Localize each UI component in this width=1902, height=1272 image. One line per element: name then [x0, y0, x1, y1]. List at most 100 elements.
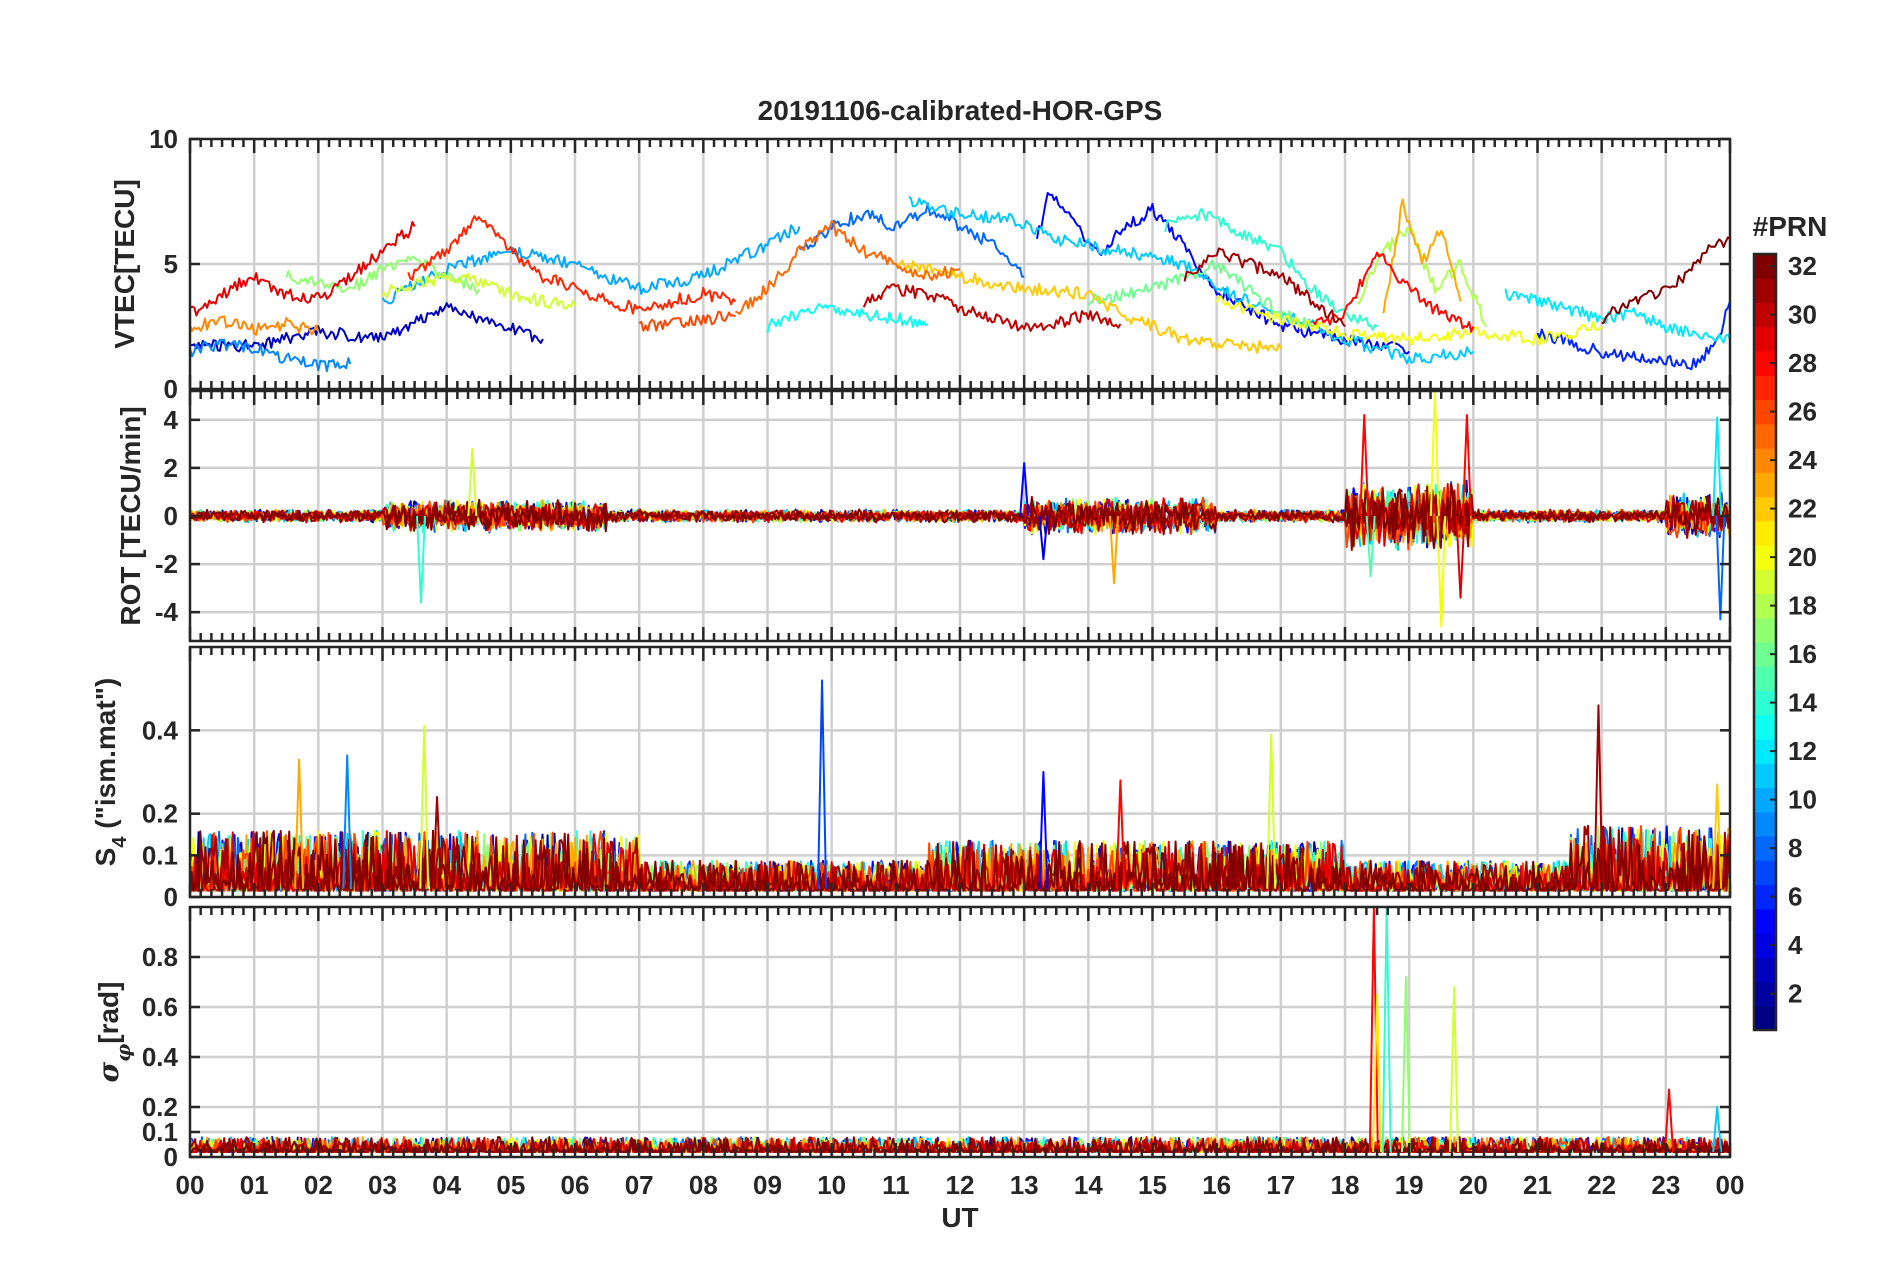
- colorbar-block: [1754, 714, 1776, 740]
- s4-y-tick-label: 0.1: [142, 840, 178, 870]
- colorbar-block: [1754, 254, 1776, 279]
- s4-spike: [1038, 771, 1049, 889]
- x-tick-label: 04: [432, 1170, 461, 1200]
- vtec-series-prn-26: [638, 310, 736, 332]
- colorbar-tick-label: 20: [1788, 542, 1817, 572]
- rot-spike: [1019, 462, 1030, 517]
- rot-spike: [1455, 515, 1466, 599]
- vtec-series-prn-8: [798, 202, 1025, 278]
- x-tick-label: 06: [561, 1170, 590, 1200]
- vtec-series-prn-6: [1536, 301, 1730, 371]
- x-axis-label: UT: [941, 1202, 978, 1233]
- sigma-panel: 00.10.2 0.4 0.6 0.8 σφ[rad]: [92, 905, 1732, 1172]
- colorbar-block: [1754, 617, 1776, 643]
- colorbar-tick-label: 2: [1788, 979, 1802, 1009]
- x-tick-label: 22: [1587, 1170, 1616, 1200]
- vtec-series-prn-18: [1357, 227, 1488, 328]
- colorbar-tick-label: 16: [1788, 639, 1817, 669]
- rot-y-tick-label: 0: [164, 501, 178, 531]
- colorbar-block: [1754, 642, 1776, 667]
- vtec-series-prn-32: [1601, 236, 1730, 324]
- rot-spike: [1712, 416, 1723, 517]
- colorbar-tick-label: 26: [1788, 397, 1817, 427]
- colorbar-block: [1754, 472, 1776, 498]
- vtec-y-tick-label: 5: [164, 249, 178, 279]
- vtec-series-prn-11: [908, 196, 1475, 365]
- colorbar-tick-label: 4: [1788, 930, 1803, 960]
- colorbar-block: [1754, 399, 1776, 425]
- colorbar-block: [1754, 981, 1776, 1007]
- colorbar-tick-label: 6: [1788, 882, 1802, 912]
- s4-y-tick-label: 0.2: [142, 799, 178, 829]
- colorbar-block: [1754, 739, 1776, 764]
- x-tick-label: 15: [1138, 1170, 1167, 1200]
- s4-panel: 0 0.1 0.2 0.4 S4 ("ism.mat"): [90, 645, 1732, 912]
- vtec-series-prn-29: [190, 221, 416, 317]
- s4-spike: [1593, 704, 1604, 889]
- colorbar-tick-label: 24: [1788, 445, 1817, 475]
- sigma-spike: [1712, 1106, 1723, 1153]
- vtec-series-prn-16: [1087, 259, 1314, 330]
- s4-spike: [294, 758, 305, 889]
- vtec-series-prn-25: [735, 220, 961, 315]
- rot-spike: [1429, 391, 1440, 517]
- colorbar-block: [1754, 593, 1776, 619]
- sigma-y-tick-label: 0.1: [142, 1117, 178, 1147]
- x-tick-label: 09: [753, 1170, 782, 1200]
- colorbar-tick-label: 10: [1788, 785, 1817, 815]
- s4-spike: [1712, 783, 1723, 889]
- rot-spike: [1109, 515, 1119, 585]
- s4-spike: [342, 754, 353, 889]
- colorbar-block: [1754, 763, 1776, 789]
- x-tick-label: 13: [1010, 1170, 1039, 1200]
- vtec-series-prn-13: [766, 303, 929, 333]
- x-tick-label: 01: [240, 1170, 269, 1200]
- x-tick-label: 12: [946, 1170, 975, 1200]
- colorbar-block: [1754, 351, 1776, 376]
- rot-panel: -4 -2 0 2 4 ROT [TECU/min]: [115, 389, 1732, 643]
- rot-spike: [416, 515, 426, 604]
- vtec-y-tick-label: 0: [164, 374, 178, 404]
- x-tick-label: 07: [625, 1170, 654, 1200]
- sigma-y-tick-label: 0.4: [142, 1042, 179, 1072]
- x-minor-ticks: [188, 139, 1732, 389]
- sigma-y-tick-label: 0.6: [142, 992, 178, 1022]
- rot-spike: [1715, 515, 1726, 621]
- x-tick-label: 02: [304, 1170, 333, 1200]
- sigma-y-tick-label: 0.2: [142, 1092, 178, 1122]
- rot-y-tick-label: 2: [164, 453, 178, 483]
- sigma-spike: [1381, 907, 1392, 1153]
- x-tick-label: 10: [817, 1170, 846, 1200]
- colorbar-tick-label: 14: [1788, 688, 1817, 718]
- rot-spike: [1365, 515, 1376, 578]
- rot-y-tick-label: 4: [164, 405, 179, 435]
- colorbar-tick-label: 28: [1788, 348, 1817, 378]
- colorbar-block: [1754, 520, 1776, 546]
- x-tick-label: 23: [1651, 1170, 1680, 1200]
- x-tick-label: 18: [1331, 1170, 1360, 1200]
- x-tick-label: 05: [496, 1170, 525, 1200]
- x-tick-label: 14: [1074, 1170, 1103, 1200]
- sigma-spike: [1449, 986, 1460, 1153]
- sigma-spike: [1368, 907, 1379, 1153]
- colorbar-block: [1754, 448, 1776, 473]
- vtec-series-prn-31: [1183, 247, 1346, 328]
- chart-title: 20191106-calibrated-HOR-GPS: [758, 95, 1163, 126]
- rot-spike: [1359, 414, 1370, 517]
- x-tick-label: 19: [1395, 1170, 1424, 1200]
- x-tick-label: 16: [1202, 1170, 1231, 1200]
- colorbar-tick-label: 12: [1788, 736, 1817, 766]
- colorbar-block: [1754, 811, 1776, 837]
- vtec-series-prn-27: [407, 215, 737, 315]
- colorbar-label: #PRN: [1753, 211, 1828, 242]
- vtec-y-label: VTEC[TECU]: [109, 179, 140, 349]
- vtec-series-prn-14: [1164, 207, 1378, 331]
- x-minor-ticks: [188, 907, 1732, 1157]
- sigma-y-tick-label: 0.8: [142, 942, 178, 972]
- colorbar-block: [1754, 423, 1776, 449]
- rot-spike: [467, 447, 478, 517]
- s4-spike: [1266, 733, 1277, 889]
- sigma-spike: [1400, 976, 1411, 1153]
